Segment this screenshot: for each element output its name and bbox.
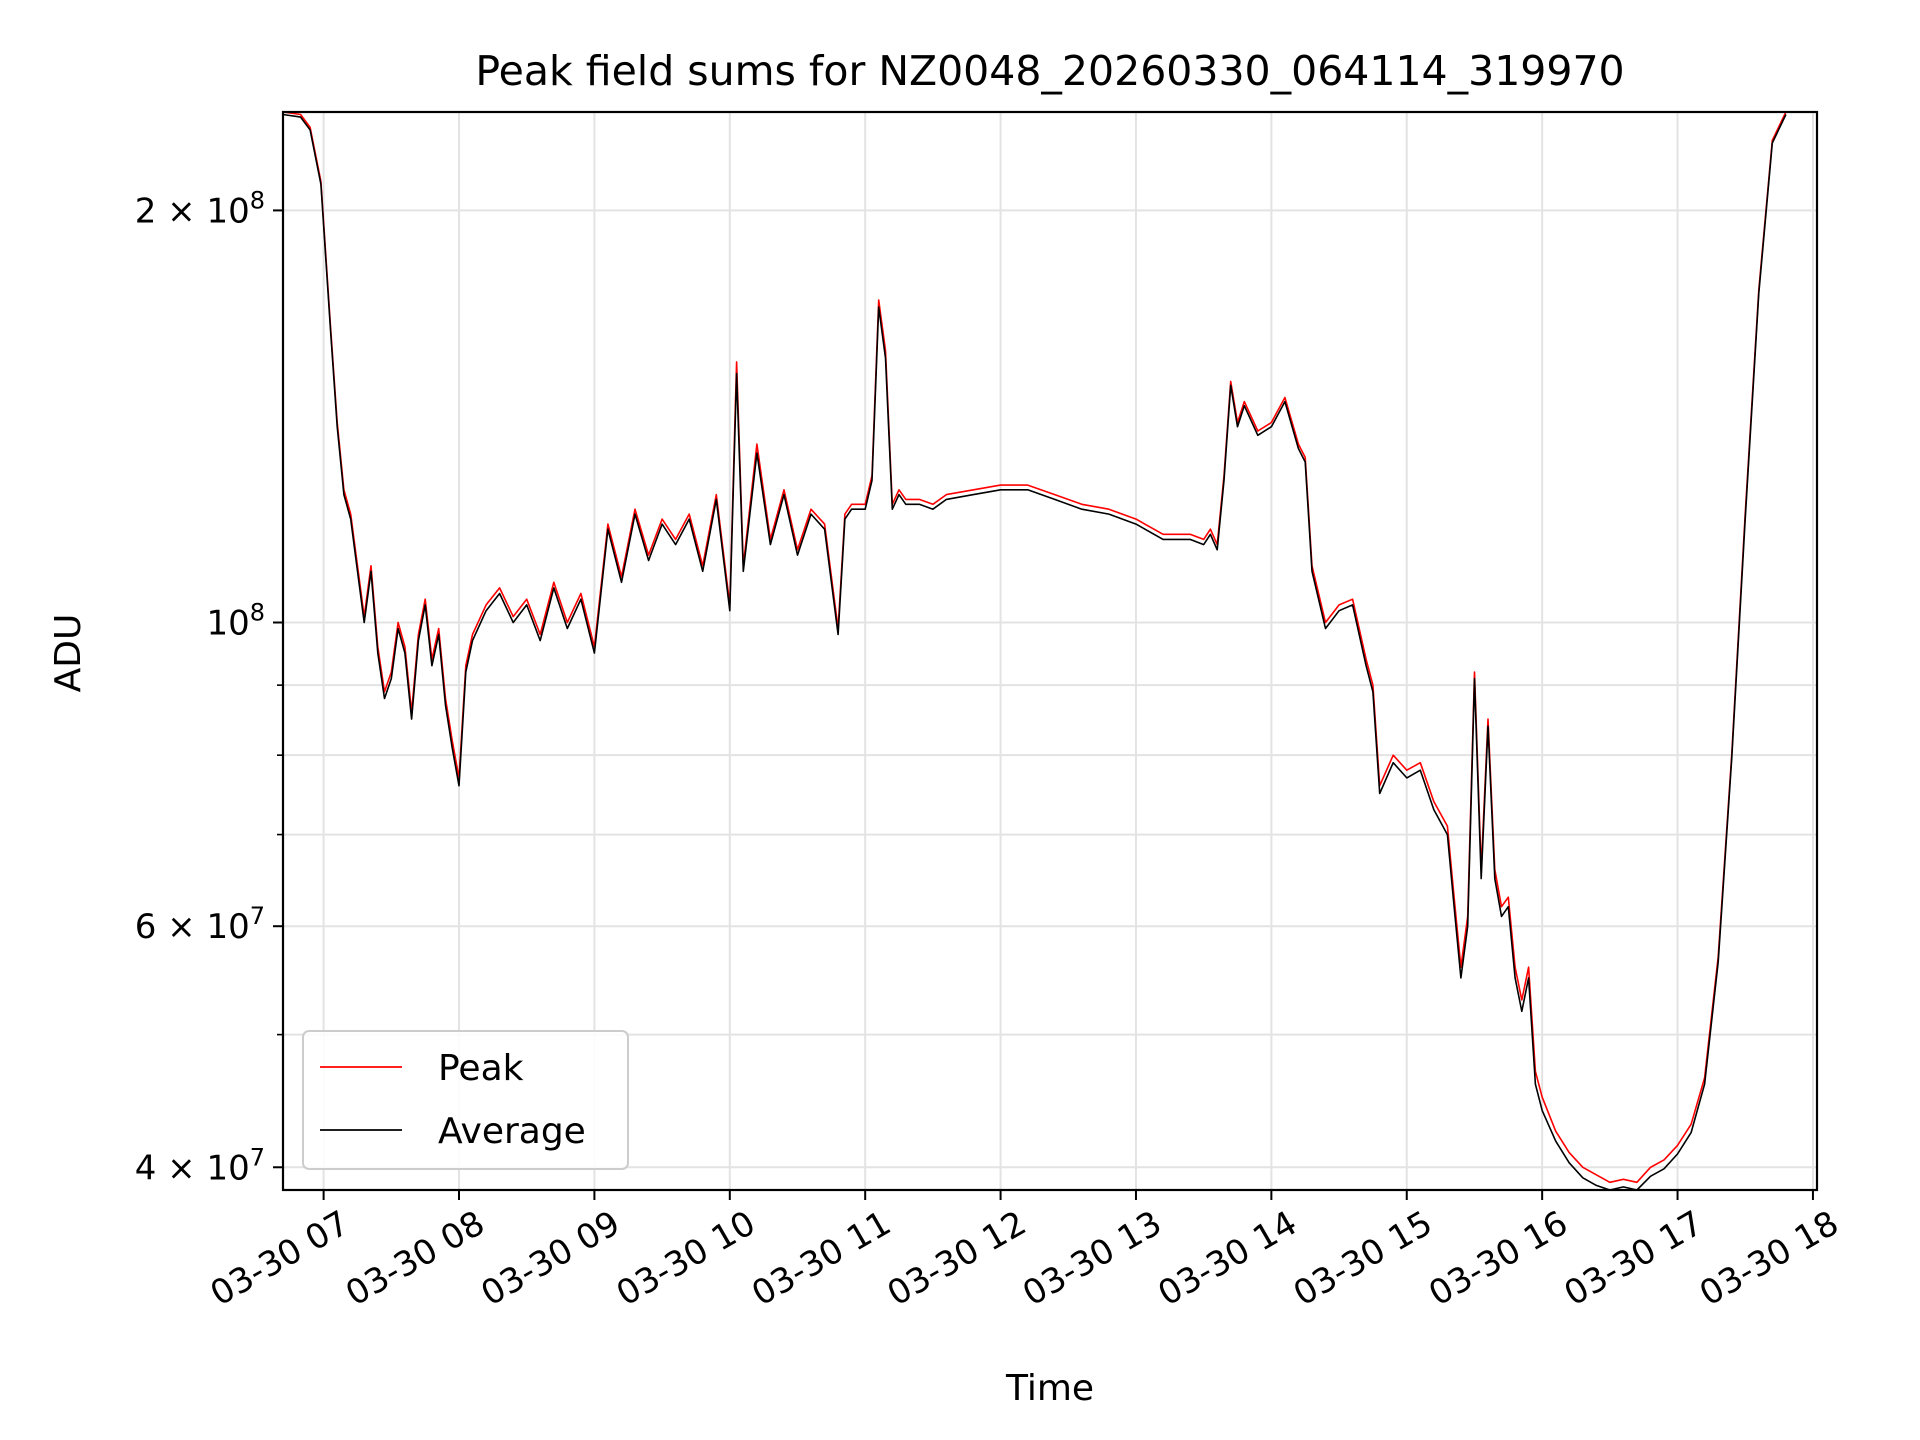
plot-frame [281, 110, 1819, 1192]
series-line-average [282, 113, 1787, 1191]
y-tick-label: 6 × 107 [135, 902, 265, 947]
legend-label-peak: Peak [438, 1048, 524, 1089]
y-tick-label: 4 × 107 [135, 1143, 265, 1188]
series-layer [282, 111, 1787, 1191]
y-tick-label: 2 × 108 [135, 186, 265, 231]
y-axis-label: ADU [48, 614, 89, 693]
grid-layer [283, 112, 1817, 1190]
legend-box [302, 1030, 629, 1170]
x-axis-label: Time [1005, 1368, 1094, 1409]
legend-label-average: Average [438, 1111, 586, 1152]
series-line-peak [282, 111, 1787, 1184]
legend: Peak Average [302, 1030, 629, 1170]
chart-title: Peak field sums for NZ0048_20260330_0641… [475, 47, 1624, 95]
